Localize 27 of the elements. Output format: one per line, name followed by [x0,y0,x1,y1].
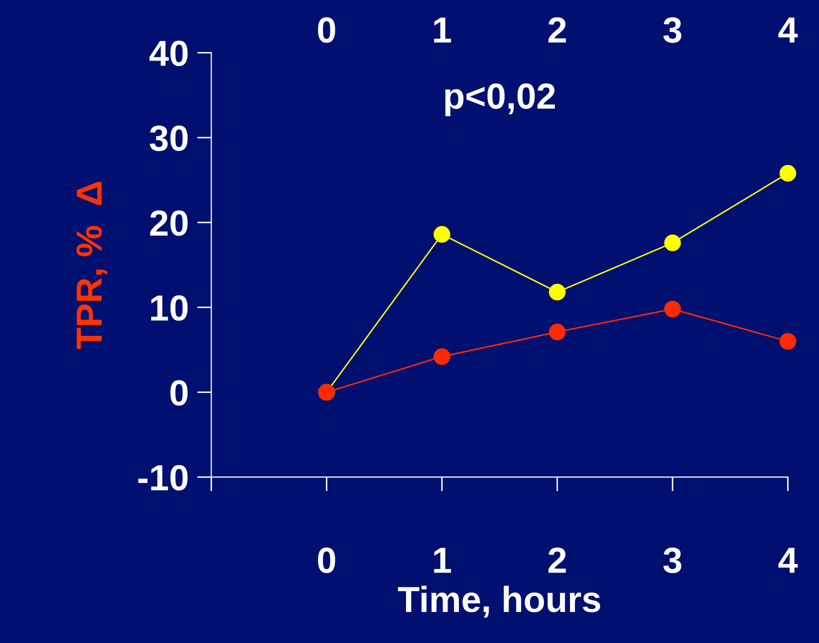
x-tick-label: 2 [548,548,566,573]
x2-tick-label: 1 [434,18,451,42]
x2-tick-label: 0 [318,17,336,43]
x-tick-label: 4 [778,548,798,573]
x-tick-label: 3 [663,548,682,574]
x2-tick-label: 4 [778,18,798,42]
annotation: p<0,02 [445,83,555,116]
point [548,284,566,300]
x-axis-title: Time, hours [398,586,600,618]
point [780,332,796,350]
point [434,348,450,365]
y-tick-label: 0 [170,380,188,406]
x-tick-label: 0 [318,548,336,574]
y-tick-label: -10 [138,464,188,491]
y-tick-label: 10 [151,295,188,321]
x2-tick-label: 3 [663,17,682,43]
y-tick-label: 40 [149,40,188,66]
x2-tick-label: 2 [548,17,566,42]
point [780,164,796,182]
point [664,234,681,252]
point [434,226,450,243]
y-tick-label: 30 [150,125,188,152]
point [664,300,681,318]
y-tick-label: 20 [150,210,188,236]
point [548,324,566,340]
x-tick-label: 1 [434,548,451,573]
y-axis-title: TPR, % Δ [76,182,108,350]
